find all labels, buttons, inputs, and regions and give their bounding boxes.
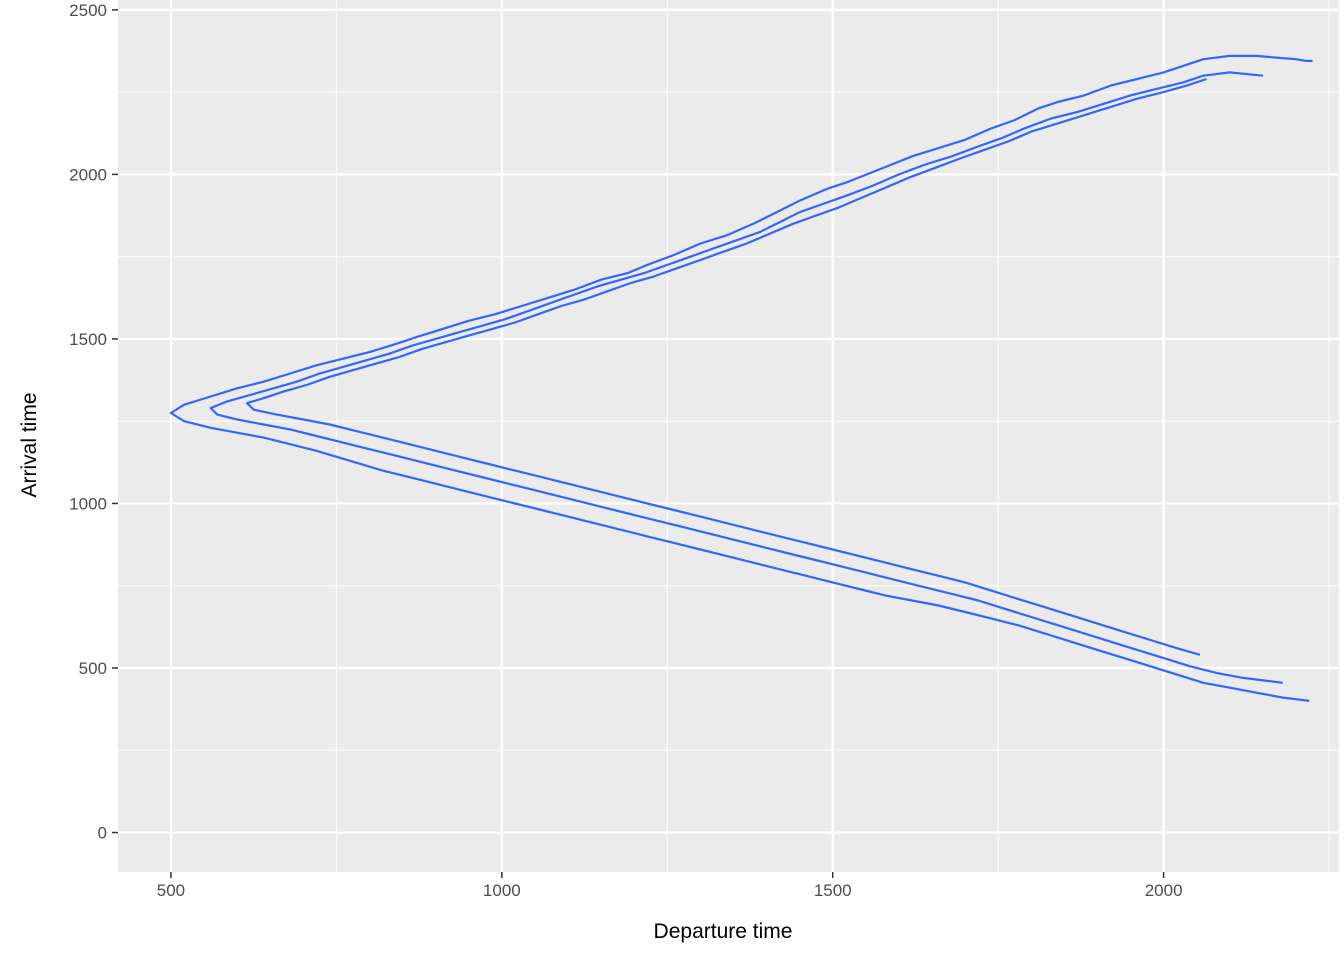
x-tick-label-3: 2000 [1145, 881, 1183, 900]
y-tick-label-2: 1000 [69, 494, 107, 513]
plot-panel [118, 0, 1339, 872]
y-tick-label-4: 2000 [69, 165, 107, 184]
x-tick-label-1: 1000 [483, 881, 521, 900]
x-tick-label-0: 500 [157, 881, 185, 900]
x-axis-title: Departure time [654, 920, 793, 943]
y-tick-label-1: 500 [79, 659, 107, 678]
x-tick-label-2: 1500 [814, 881, 852, 900]
y-tick-label-0: 0 [98, 824, 107, 843]
y-tick-label-5: 2500 [69, 1, 107, 20]
y-axis-title: Arrival time [18, 392, 41, 497]
y-tick-label-3: 1500 [69, 330, 107, 349]
